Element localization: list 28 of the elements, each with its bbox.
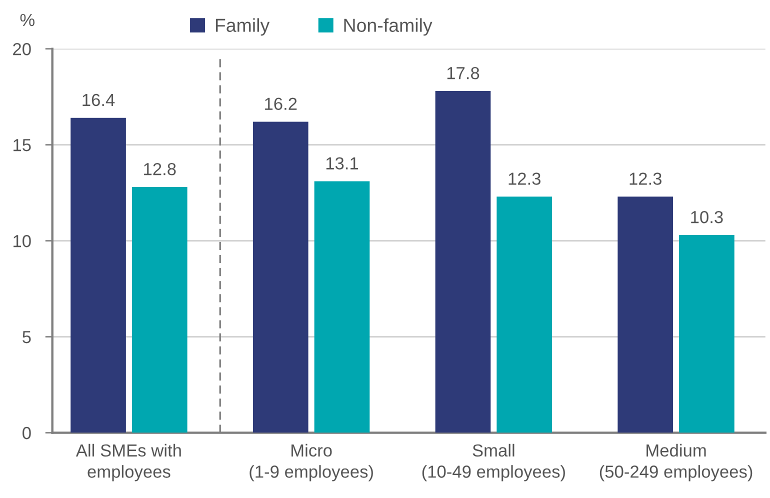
y-axis-title: % <box>20 14 35 26</box>
legend-label: Non-family <box>344 18 432 36</box>
x-tick-label: Small (10-49 employees) <box>422 444 565 482</box>
bar <box>679 235 734 433</box>
data-label: 12.8 <box>144 162 176 176</box>
bar <box>132 187 188 433</box>
y-tick-label: 15 <box>14 139 31 152</box>
x-tick-label: All SMEs with employees <box>76 444 181 482</box>
legend-label: Family <box>216 18 270 36</box>
bar <box>314 181 370 433</box>
data-label: 12.3 <box>630 172 662 185</box>
bar <box>70 118 126 433</box>
data-label: 13.1 <box>326 157 358 170</box>
bar <box>435 91 491 433</box>
data-label: 16.2 <box>265 98 297 110</box>
bar <box>496 196 552 433</box>
data-label: 12.3 <box>508 172 540 185</box>
bar <box>252 122 308 433</box>
y-tick-label: 5 <box>22 331 31 344</box>
y-tick-label: 20 <box>13 42 31 56</box>
bar <box>618 196 674 433</box>
y-tick-label: 0 <box>22 426 31 440</box>
data-label: 16.4 <box>82 94 115 106</box>
x-tick-label: Micro (1-9 employees) <box>250 444 373 482</box>
data-label: 10.3 <box>691 210 723 224</box>
y-tick-label: 10 <box>14 234 31 248</box>
data-label: 17.8 <box>447 66 480 80</box>
x-tick-label: Medium (50-249 employees) <box>600 444 752 482</box>
